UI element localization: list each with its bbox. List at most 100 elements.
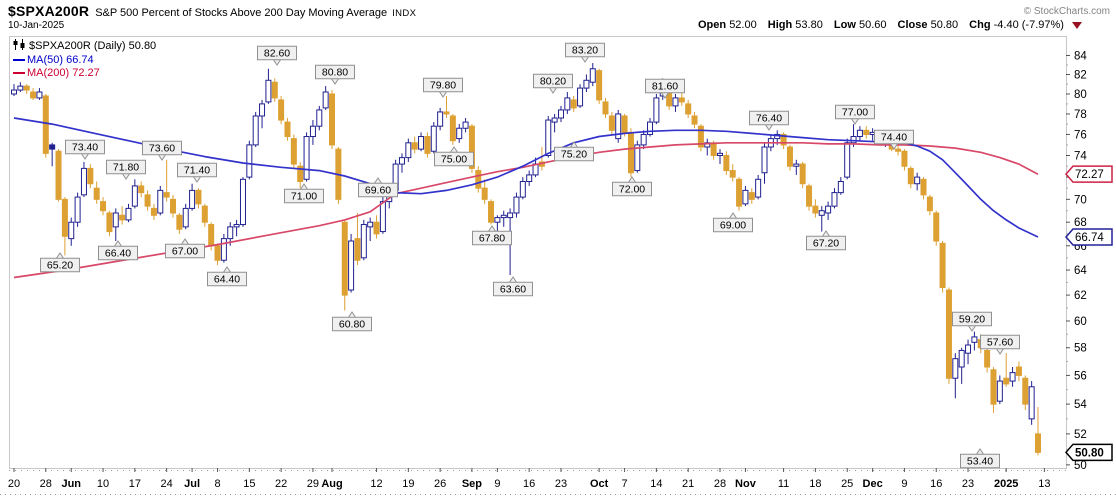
price-annotation: 82.60 [264,48,290,60]
annotation-box [106,159,146,175]
candle-body [239,178,246,226]
candle-body [208,224,215,247]
candle-body [220,238,227,261]
x-tick-label: 19 [402,478,414,490]
candle-body [80,167,87,196]
candle-body [106,212,113,233]
y-tick-label: 54 [1074,399,1087,411]
candle-body [309,125,316,138]
annotation-box [423,77,463,93]
candle-body [513,196,520,214]
chart-legend: $SPXA200R (Daily) 50.80 MA(50) 66.74 MA(… [13,39,156,80]
candle-body [723,154,730,172]
close-value: 50.80 [930,19,959,31]
y-tick-label: 76 [1074,129,1087,141]
candle-body [233,224,240,228]
y-tick-label: 74 [1074,150,1087,162]
candle-body [131,185,138,207]
x-tick-label: 24 [161,478,173,490]
price-annotation: 60.80 [339,319,365,331]
candle-body [443,111,450,115]
candle-body [252,115,259,146]
candle-body [163,192,170,198]
candle-body [825,205,832,214]
candle-body [449,115,456,142]
chg-label: Chg [969,19,991,31]
chart-style-icon [13,39,26,54]
x-tick-label: 7 [622,478,628,490]
annotation-box [554,146,594,162]
candle-body [379,201,386,233]
x-tick-label: 28 [714,478,726,490]
candle-body [297,165,304,183]
candle-body [602,101,609,115]
x-tick-label: 11 [778,478,789,490]
candle-body [926,196,933,212]
annotation-box [960,453,1000,469]
x-tick-label: Nov [735,478,757,490]
candle-body [284,121,291,138]
candle-body [68,221,75,240]
x-tick-label: 16 [930,478,942,490]
candle-body [17,85,24,91]
candle-body [265,79,272,103]
candle-body [360,224,367,259]
annotation-box [565,42,605,58]
annotation-box [533,73,573,89]
candle-body [748,192,755,200]
price-annotation: 69.60 [365,185,391,197]
candle-body [863,129,870,135]
candle-body [418,136,425,150]
candle-body [189,189,196,209]
candle-body [23,85,30,91]
annotation-box [472,230,512,246]
candle-body [793,163,800,167]
candle-body [30,91,37,99]
price-annotation: 79.80 [430,80,456,92]
candle-body [373,221,380,235]
candle-body [259,103,266,117]
low-label: Low [833,19,856,31]
price-annotation: 64.40 [214,274,240,286]
x-tick-label: 23 [962,478,974,490]
candle-body [837,181,844,194]
candle-body [806,185,813,207]
candle-body [11,89,17,95]
candle-body [157,189,164,214]
annotation-box [749,110,789,126]
candle-body [138,185,145,194]
price-annotation: 65.20 [47,260,73,272]
candle-body [647,121,654,135]
candle-body [780,133,787,146]
price-annotation: 73.60 [149,143,175,155]
price-annotation: 53.40 [967,456,993,468]
ma50-swatch [13,59,25,62]
x-tick-label: 29 [307,478,319,490]
candle-body [1028,386,1035,420]
candle-body [500,214,507,219]
candle-body [933,212,940,242]
x-tick-label: 20 [8,478,20,490]
y-tick-label: 62 [1074,290,1087,302]
candle-body [354,238,361,261]
price-annotation: 80.20 [540,76,566,88]
x-tick-label: 17 [129,478,141,490]
price-annotation: 69.00 [720,220,746,232]
x-tick-label: 22 [275,478,287,490]
candle-body [437,111,444,127]
candle-body [627,131,634,174]
candle-body [914,176,921,185]
price-annotation: 83.20 [572,45,598,57]
ohlc-readout: Open 52.00 High 53.80 Low 50.60 Close 50… [698,19,1082,31]
candle-body [996,380,1003,402]
annotation-box [835,104,875,120]
candle-body [119,214,126,221]
x-tick-label: 10 [97,478,109,490]
y-tick-label: 60 [1074,316,1087,328]
candle-body [672,97,679,107]
annotation-box [952,311,992,327]
annotation-box [434,151,474,167]
x-tick-label: 9 [494,478,500,490]
candle-body [901,150,908,167]
